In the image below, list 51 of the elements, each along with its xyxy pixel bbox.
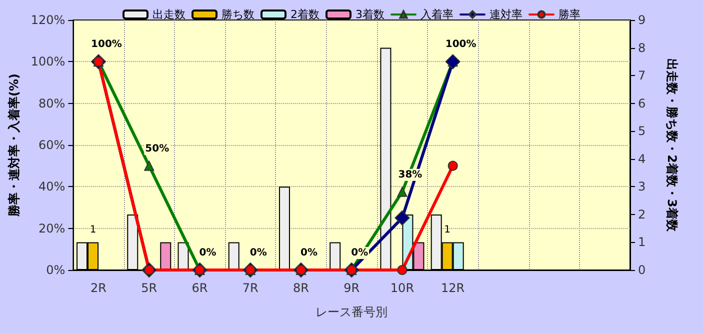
x-tick-label: 12R — [441, 281, 465, 295]
x-tick-label: 7R — [242, 281, 258, 295]
data-label: 100% — [445, 39, 476, 50]
y2-tick-label: 8 — [638, 40, 646, 55]
y-tick-label: 80% — [38, 96, 66, 110]
y2-tick-label: 9 — [638, 13, 646, 27]
y2-tick-label: 5 — [638, 124, 646, 138]
legend-label: 入着率 — [420, 8, 454, 21]
x-tick-label: 6R — [192, 281, 208, 295]
y-axis-title: 勝率・連対率・入着率(%) — [7, 74, 21, 218]
data-label: 1 — [90, 224, 96, 236]
data-label: 0% — [250, 248, 267, 258]
x-tick-label: 2R — [90, 281, 107, 295]
y2-tick-label: 3 — [638, 180, 646, 194]
x-tick-label: 8R — [292, 281, 309, 295]
y-tick-label: 0% — [46, 263, 66, 277]
y2-tick-label: 0 — [638, 263, 646, 277]
data-label: 0% — [351, 248, 368, 258]
y2-tick-label: 6 — [638, 96, 646, 110]
y2-tick-label: 7 — [638, 68, 646, 83]
y2-axis-title: 出走数・勝ち数・2着数・3着数 — [665, 58, 679, 232]
data-label: 50% — [145, 143, 170, 154]
point — [448, 160, 458, 171]
data-label: 1 — [444, 224, 451, 236]
x-tick-label: 10R — [390, 281, 414, 295]
y2-tick-label: 2 — [638, 207, 646, 222]
point — [144, 160, 154, 171]
x-axis-title: レース番号別 — [316, 305, 388, 319]
x-tick-label: 5R — [141, 281, 158, 295]
legend-label: 出走数 — [152, 8, 186, 21]
legend-label: 勝率 — [558, 8, 580, 21]
y-tick-label: 120% — [30, 13, 66, 27]
data-label: 0% — [199, 248, 216, 258]
data-label: 0% — [300, 248, 318, 258]
y-tick-label: 60% — [38, 138, 66, 152]
point — [394, 210, 410, 226]
data-label: 100% — [91, 39, 122, 50]
y2-tick-label: 1 — [638, 235, 646, 250]
data-label: 38% — [398, 169, 422, 180]
point — [397, 265, 408, 275]
point — [445, 54, 460, 70]
y-tick-label: 100% — [30, 54, 66, 69]
point — [397, 186, 408, 197]
x-tick-label: 9R — [344, 281, 360, 295]
y-tick-label: 40% — [38, 180, 66, 194]
y2-tick-label: 4 — [638, 152, 646, 166]
legend-label: 勝ち数 — [222, 8, 254, 21]
legend-label: 連対率 — [490, 8, 522, 21]
legend-label: 2着数 — [290, 8, 320, 21]
y-tick-label: 20% — [38, 221, 66, 236]
legend-label: 3着数 — [356, 8, 384, 21]
